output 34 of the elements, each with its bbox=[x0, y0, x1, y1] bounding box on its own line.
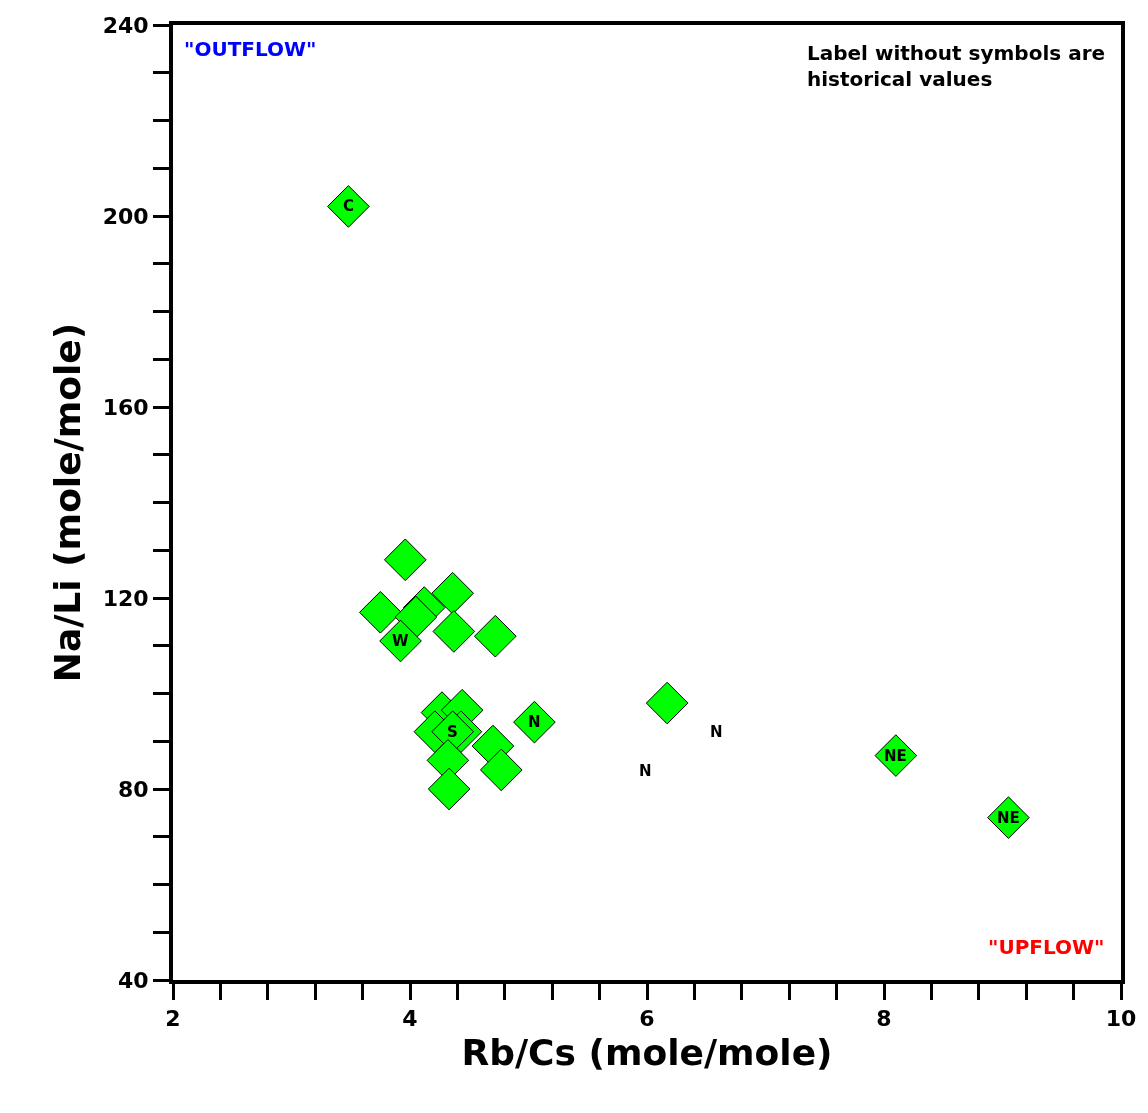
y-tick-label: 200 bbox=[102, 203, 149, 229]
annotation: N bbox=[528, 713, 541, 731]
point bbox=[513, 700, 556, 744]
annotation: C bbox=[343, 197, 355, 215]
y-tick-label: 160 bbox=[102, 394, 149, 420]
annotation: NE bbox=[997, 809, 1020, 827]
y-tick-label: 40 bbox=[117, 967, 149, 993]
y-tick-label: 120 bbox=[102, 585, 149, 611]
point bbox=[431, 571, 474, 615]
point bbox=[359, 591, 402, 634]
point bbox=[432, 610, 476, 653]
x-axis-title: Rb/Cs (mole/mole) bbox=[461, 1031, 833, 1073]
point bbox=[479, 748, 523, 792]
annotation: Label without symbols are historical values bbox=[807, 41, 1106, 91]
point bbox=[383, 538, 427, 582]
annotation: S bbox=[447, 723, 458, 741]
x-tick-label: 10 bbox=[1105, 1006, 1137, 1032]
annotation: W bbox=[392, 632, 409, 650]
x-tick-label: 8 bbox=[876, 1006, 892, 1032]
y-axis-title: Na/Li (mole/mole) bbox=[47, 322, 89, 683]
point bbox=[645, 681, 689, 725]
point bbox=[474, 614, 517, 658]
annotation: N bbox=[639, 762, 652, 780]
x-tick-label: 2 bbox=[165, 1006, 181, 1032]
x-tick-label: 6 bbox=[639, 1006, 655, 1032]
point bbox=[327, 185, 370, 228]
x-tick-label: 4 bbox=[402, 1006, 418, 1032]
annotation: "OUTFLOW" bbox=[184, 37, 317, 61]
annotation: N bbox=[710, 723, 723, 741]
y-tick-label: 80 bbox=[117, 776, 149, 802]
annotation: NE bbox=[884, 747, 907, 765]
annotation: "UPFLOW" bbox=[988, 935, 1105, 959]
point bbox=[427, 767, 471, 811]
y-tick-label: 240 bbox=[102, 12, 149, 38]
